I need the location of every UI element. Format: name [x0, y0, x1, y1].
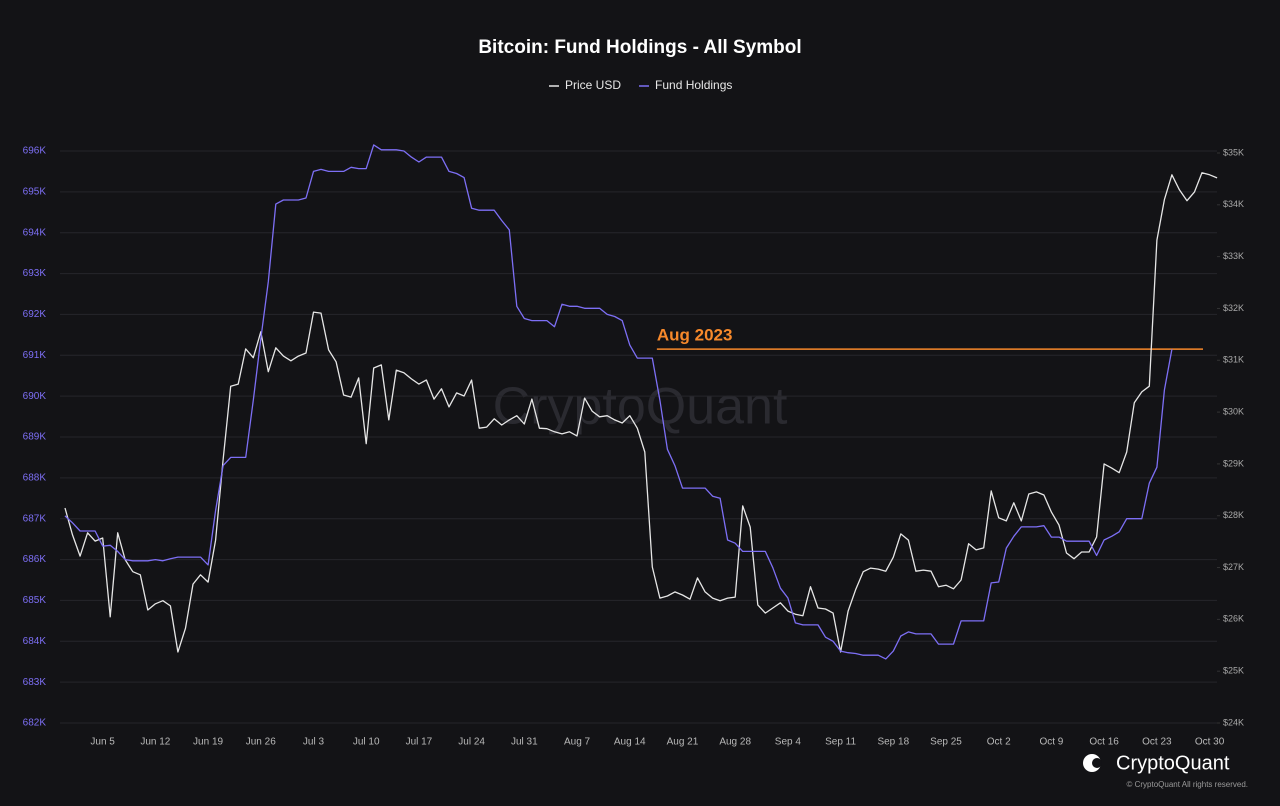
series-line [64, 172, 1218, 653]
x-tick-label: Aug 14 [614, 737, 646, 748]
logo-icon-cut [1092, 758, 1102, 768]
y-tick-label: 696K [23, 146, 47, 157]
brand-logo [1083, 754, 1102, 772]
chart-title: Bitcoin: Fund Holdings - All Symbol [478, 37, 801, 58]
brand-name: CryptoQuant [1116, 752, 1230, 774]
y2-tick-label: $34K [1223, 199, 1244, 209]
x-tick-label: Sep 25 [930, 737, 962, 748]
y-tick-label: 695K [23, 186, 47, 197]
watermark: CryptoQuant [493, 378, 788, 436]
y-tick-label: 682K [23, 718, 47, 729]
x-tick-label: Oct 30 [1195, 737, 1225, 748]
y2-tick-label: $35K [1223, 147, 1244, 157]
series-line [64, 144, 1173, 660]
y2-tick-label: $31K [1223, 355, 1244, 365]
x-tick-label: Aug 7 [564, 737, 591, 748]
x-tick-label: Jul 24 [458, 737, 485, 748]
x-tick-label: Sep 18 [877, 737, 909, 748]
x-tick-label: Oct 2 [987, 737, 1011, 748]
y-tick-label: 694K [23, 227, 47, 238]
y-tick-label: 686K [23, 554, 47, 565]
x-tick-label: Jun 26 [246, 737, 276, 748]
legend-label: Price USD [565, 78, 621, 92]
y-tick-label: 693K [23, 268, 47, 279]
x-tick-label: Jun 12 [140, 737, 170, 748]
x-tick-label: Aug 28 [719, 737, 751, 748]
x-tick-label: Oct 16 [1089, 737, 1119, 748]
y2-tick-label: $26K [1223, 614, 1244, 624]
y-tick-label: 684K [23, 636, 47, 647]
legend-label: Fund Holdings [655, 78, 732, 92]
x-tick-label: Jun 5 [90, 737, 115, 748]
y-tick-label: 691K [23, 350, 47, 361]
y2-tick-label: $28K [1223, 510, 1244, 520]
x-tick-label: Jul 10 [353, 737, 380, 748]
y2-tick-label: $24K [1223, 717, 1244, 727]
y-tick-label: 689K [23, 432, 47, 443]
x-tick-label: Sep 4 [775, 737, 802, 748]
x-tick-label: Oct 23 [1142, 737, 1172, 748]
x-tick-label: Jun 19 [193, 737, 223, 748]
copyright: © CryptoQuant All rights reserved. [1127, 780, 1249, 789]
y-tick-label: 685K [23, 595, 47, 606]
x-tick-label: Aug 21 [667, 737, 699, 748]
x-tick-label: Jul 31 [511, 737, 538, 748]
y2-tick-label: $27K [1223, 562, 1244, 572]
y2-tick-label: $30K [1223, 406, 1244, 416]
x-tick-label: Jul 17 [406, 737, 433, 748]
y2-tick-label: $33K [1223, 251, 1244, 261]
x-tick-label: Oct 9 [1039, 737, 1063, 748]
y-tick-label: 683K [23, 677, 47, 688]
y-tick-label: 688K [23, 472, 47, 483]
y2-tick-label: $32K [1223, 303, 1244, 313]
y-tick-label: 692K [23, 309, 47, 320]
y-tick-label: 687K [23, 513, 47, 524]
y2-tick-label: $29K [1223, 458, 1244, 468]
annotation-label: Aug 2023 [657, 326, 733, 345]
x-tick-label: Sep 11 [825, 737, 856, 748]
x-tick-label: Jul 3 [303, 737, 325, 748]
y2-tick-label: $25K [1223, 666, 1244, 676]
y-tick-label: 690K [23, 391, 47, 402]
